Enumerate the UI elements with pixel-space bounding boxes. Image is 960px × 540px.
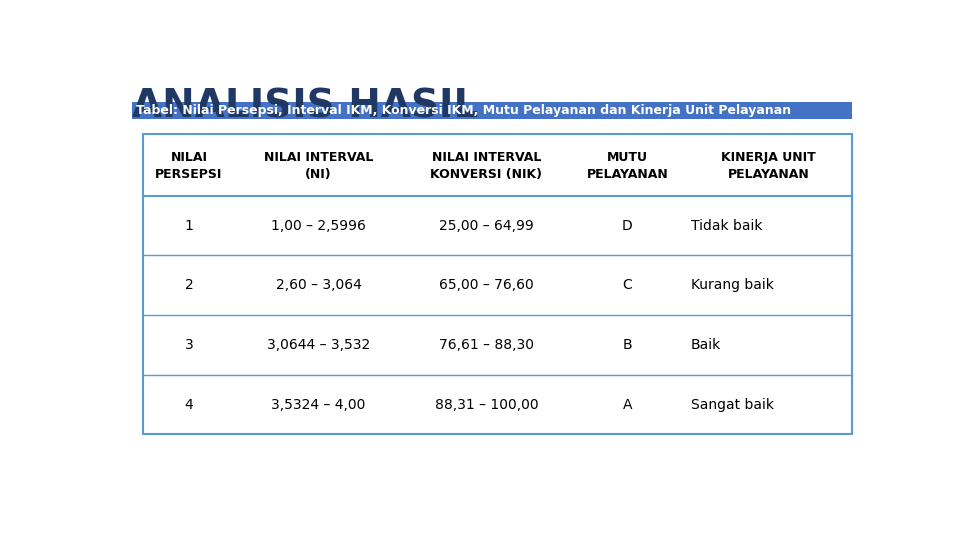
Text: Tidak baik: Tidak baik [691, 219, 762, 233]
Text: 3,5324 – 4,00: 3,5324 – 4,00 [272, 397, 366, 411]
Text: 25,00 – 64,99: 25,00 – 64,99 [439, 219, 534, 233]
Text: 76,61 – 88,30: 76,61 – 88,30 [439, 338, 534, 352]
Text: (NI): (NI) [305, 167, 332, 181]
Text: 4: 4 [184, 397, 193, 411]
Text: B: B [623, 338, 633, 352]
Text: 1,00 – 2,5996: 1,00 – 2,5996 [271, 219, 366, 233]
Text: PELAYANAN: PELAYANAN [728, 167, 809, 181]
Text: Kurang baik: Kurang baik [691, 278, 774, 292]
Text: Sangat baik: Sangat baik [691, 397, 774, 411]
Text: NILAI INTERVAL: NILAI INTERVAL [432, 151, 541, 164]
Bar [132, 102, 852, 119]
Text: KONVERSI (NIK): KONVERSI (NIK) [430, 167, 542, 181]
Text: 65,00 – 76,60: 65,00 – 76,60 [439, 278, 534, 292]
Text: MUTU: MUTU [607, 151, 648, 164]
Text: NILAI INTERVAL: NILAI INTERVAL [264, 151, 373, 164]
Text: C: C [623, 278, 633, 292]
Text: NILAI: NILAI [171, 151, 207, 164]
Text: 2,60 – 3,064: 2,60 – 3,064 [276, 278, 362, 292]
Text: A: A [623, 397, 633, 411]
Text: ANALISIS HASIL: ANALISIS HASIL [132, 88, 478, 126]
Text: D: D [622, 219, 633, 233]
Text: PERSEPSI: PERSEPSI [156, 167, 223, 181]
Text: PELAYANAN: PELAYANAN [587, 167, 668, 181]
Text: 3: 3 [184, 338, 193, 352]
Text: 3,0644 – 3,532: 3,0644 – 3,532 [267, 338, 371, 352]
Text: Tabel: Nilai Persepsi, Interval IKM, Konversi IKM, Mutu Pelayanan dan Kinerja Un: Tabel: Nilai Persepsi, Interval IKM, Kon… [135, 104, 791, 117]
Text: 88,31 – 100,00: 88,31 – 100,00 [435, 397, 539, 411]
Text: 2: 2 [184, 278, 193, 292]
Text: KINERJA UNIT: KINERJA UNIT [721, 151, 816, 164]
Bar [143, 134, 852, 434]
Text: Baik: Baik [691, 338, 721, 352]
Text: 1: 1 [184, 219, 193, 233]
